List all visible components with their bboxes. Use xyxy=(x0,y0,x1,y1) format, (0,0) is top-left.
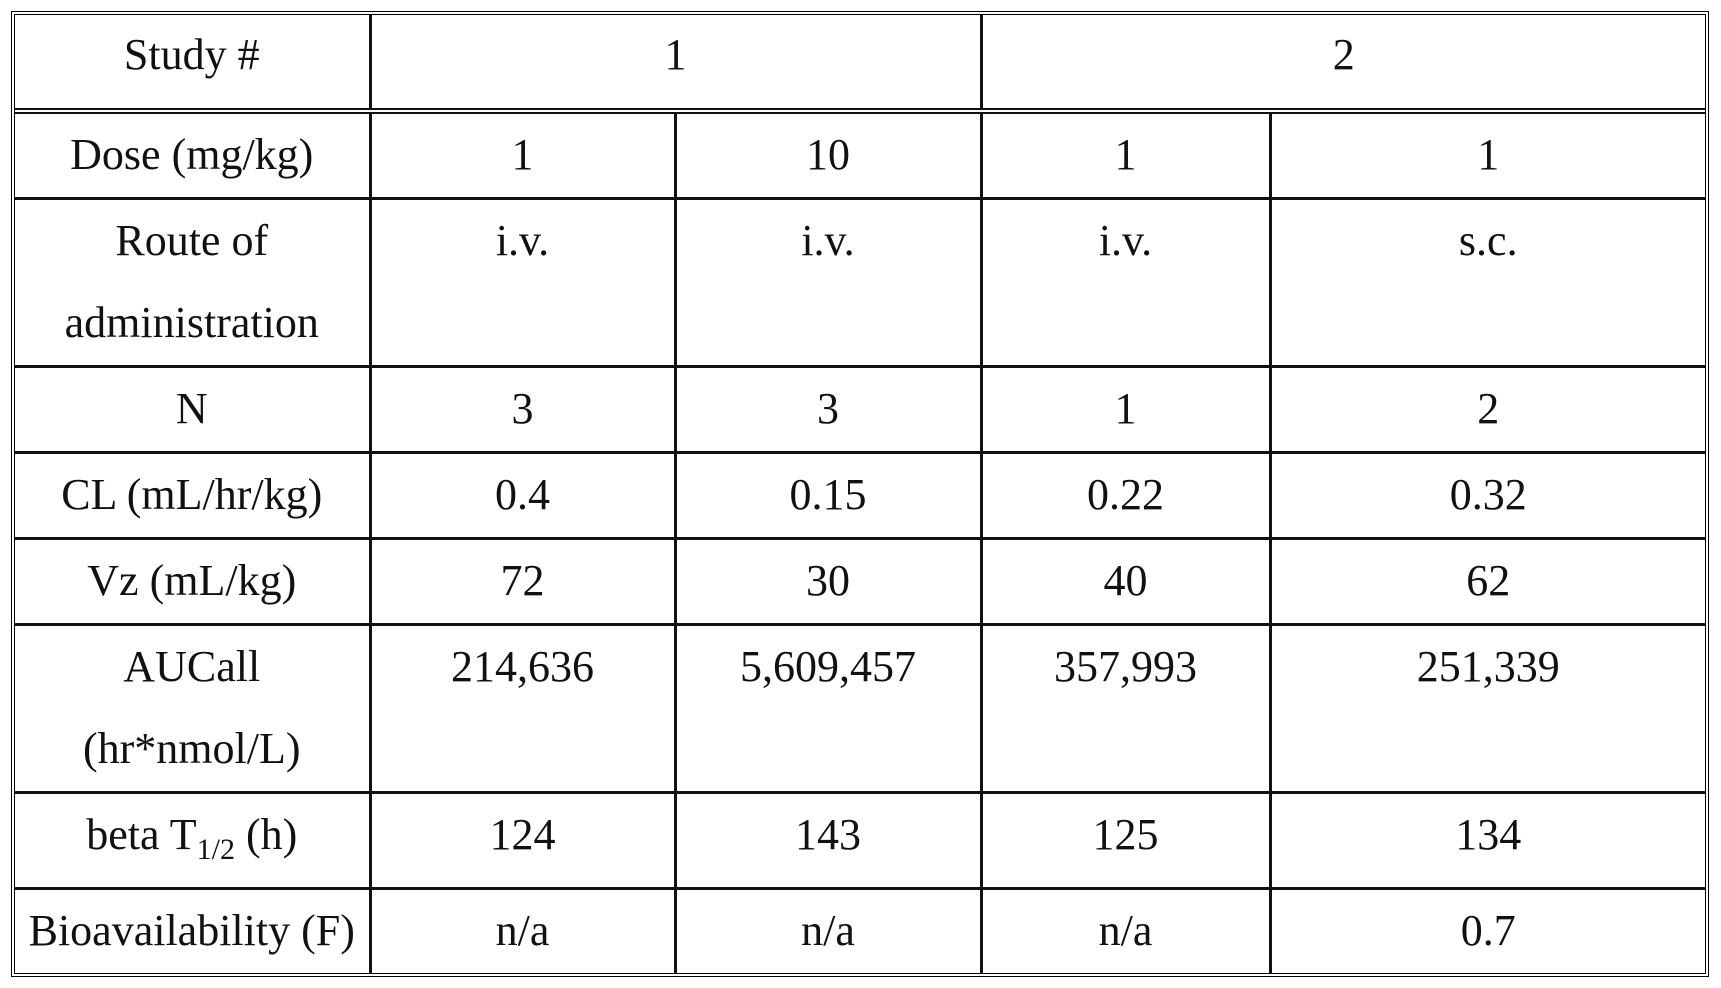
row-label-aucall-line2: (hr*nmol/L) xyxy=(82,723,301,773)
table-cell: 0.32 xyxy=(1268,451,1705,540)
table-cell: 214,636 xyxy=(368,622,677,795)
table-cell: 1 xyxy=(979,109,1272,200)
table-cell: 5,609,457 xyxy=(673,622,983,795)
table-row-cl: CL (mL/hr/kg) 0.4 0.15 0.22 0.32 xyxy=(15,451,1705,540)
row-label-half-life: beta T1/2 (h) xyxy=(15,791,372,891)
table-cell: 125 xyxy=(979,791,1272,891)
table-cell: 3 xyxy=(368,365,677,455)
table-row-half-life: beta T1/2 (h) 124 143 125 134 xyxy=(15,791,1705,891)
row-label-half-life-suffix: (h) xyxy=(234,810,298,860)
table-cell: 62 xyxy=(1268,536,1705,626)
table-cell: 143 xyxy=(673,791,983,891)
table-row-dose: Dose (mg/kg) 1 10 1 1 xyxy=(15,109,1705,200)
study-header-label: Study # xyxy=(15,15,372,114)
table-cell: 3 xyxy=(673,365,983,455)
study-2-header: 2 xyxy=(979,15,1705,114)
table-cell: 72 xyxy=(368,536,677,626)
table-cell: s.c. xyxy=(1268,196,1705,369)
table-cell: n/a xyxy=(368,887,677,973)
table-cell: 0.15 xyxy=(673,451,983,540)
table-cell: 0.7 xyxy=(1268,887,1705,973)
table-cell: 1 xyxy=(368,109,677,200)
pk-table-container: Study # 1 2 Dose (mg/kg) 1 10 1 1 Route … xyxy=(11,11,1709,977)
table-cell: 1 xyxy=(1268,109,1705,200)
table-cell: 40 xyxy=(979,536,1272,626)
table-cell: n/a xyxy=(979,887,1272,973)
table-cell: 251,339 xyxy=(1268,622,1705,795)
table-row-route: Route of administration i.v. i.v. i.v. s… xyxy=(15,196,1705,369)
table-cell: 2 xyxy=(1268,365,1705,455)
table-cell: i.v. xyxy=(673,196,983,369)
table-cell: n/a xyxy=(673,887,983,973)
table-cell: i.v. xyxy=(979,196,1272,369)
row-label-n: N xyxy=(15,365,372,455)
table-row-bioavailability: Bioavailability (F) n/a n/a n/a 0.7 xyxy=(15,887,1705,973)
table-cell: 1 xyxy=(979,365,1272,455)
row-label-cl: CL (mL/hr/kg) xyxy=(15,451,372,540)
table-cell: 124 xyxy=(368,791,677,891)
study-1-header: 1 xyxy=(368,15,983,114)
table-cell: 10 xyxy=(673,109,983,200)
table-row-vz: Vz (mL/kg) 72 30 40 62 xyxy=(15,536,1705,626)
table-cell: 30 xyxy=(673,536,983,626)
table-header-row: Study # 1 2 xyxy=(15,15,1705,114)
row-label-route-line2: administration xyxy=(64,297,319,347)
row-label-aucall: AUCall (hr*nmol/L) xyxy=(15,622,372,795)
row-label-route-line1: Route of xyxy=(115,215,269,265)
table-cell: 357,993 xyxy=(979,622,1272,795)
table-cell: i.v. xyxy=(368,196,677,369)
table-row-aucall: AUCall (hr*nmol/L) 214,636 5,609,457 357… xyxy=(15,622,1705,795)
table-cell: 134 xyxy=(1268,791,1705,891)
table-cell: 0.4 xyxy=(368,451,677,540)
row-label-bioavailability: Bioavailability (F) xyxy=(15,887,372,973)
pk-parameters-table: Study # 1 2 Dose (mg/kg) 1 10 1 1 Route … xyxy=(15,15,1705,973)
row-label-aucall-line1: AUCall xyxy=(123,641,261,691)
row-label-half-life-prefix: beta T xyxy=(86,810,197,860)
row-label-dose: Dose (mg/kg) xyxy=(15,109,372,200)
row-label-route: Route of administration xyxy=(15,196,372,369)
row-label-half-life-subscript: 1/2 xyxy=(196,833,235,867)
table-cell: 0.22 xyxy=(979,451,1272,540)
table-row-n: N 3 3 1 2 xyxy=(15,365,1705,455)
row-label-vz: Vz (mL/kg) xyxy=(15,536,372,626)
